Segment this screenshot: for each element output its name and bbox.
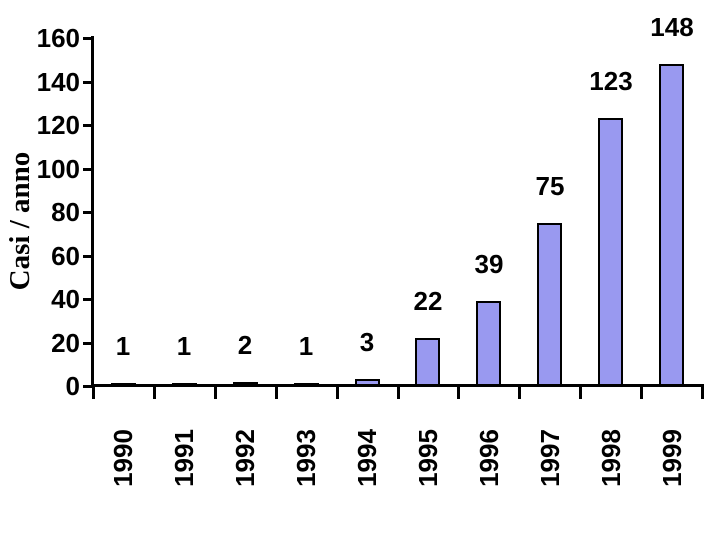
x-category-label: 1998 xyxy=(596,429,626,487)
bar-value-label: 1 xyxy=(176,331,192,361)
bar-value-label: 1 xyxy=(298,331,314,361)
x-category-label: 1997 xyxy=(535,429,565,487)
bar xyxy=(476,301,501,386)
y-axis-line xyxy=(91,36,94,386)
bar-value-label: 22 xyxy=(413,286,443,316)
y-tick xyxy=(83,255,93,258)
bar xyxy=(172,383,197,387)
y-tick xyxy=(83,124,93,127)
bar xyxy=(294,383,319,387)
bar xyxy=(233,382,258,386)
bar xyxy=(598,118,623,386)
x-category-label: 1994 xyxy=(352,429,382,487)
bar-value-label: 2 xyxy=(237,330,253,360)
bar xyxy=(415,338,440,386)
x-axis-line xyxy=(91,384,704,387)
bar xyxy=(537,223,562,386)
y-tick xyxy=(83,37,93,40)
y-tick xyxy=(83,211,93,214)
y-tick xyxy=(83,168,93,171)
x-tick xyxy=(153,386,156,399)
x-category-label: 1991 xyxy=(169,429,199,487)
x-tick xyxy=(579,386,582,399)
bar xyxy=(355,379,380,386)
bar-value-label: 148 xyxy=(650,12,694,42)
y-tick-label: 120 xyxy=(36,110,80,140)
x-category-label: 1995 xyxy=(413,429,443,487)
bar-value-label: 123 xyxy=(589,66,633,96)
y-tick-label: 80 xyxy=(51,197,80,227)
x-tick xyxy=(457,386,460,399)
y-tick xyxy=(83,385,93,388)
x-tick xyxy=(640,386,643,399)
x-category-label: 1996 xyxy=(474,429,504,487)
x-category-label: 1992 xyxy=(230,429,260,487)
x-category-label: 1990 xyxy=(108,429,138,487)
y-tick-label: 140 xyxy=(36,67,80,97)
bar xyxy=(659,64,684,386)
y-tick xyxy=(83,342,93,345)
x-tick xyxy=(701,386,704,399)
bar-value-label: 39 xyxy=(474,249,504,279)
bar xyxy=(111,383,136,387)
y-tick-label: 100 xyxy=(36,154,80,184)
x-tick xyxy=(275,386,278,399)
bar-value-label: 75 xyxy=(535,171,565,201)
x-tick xyxy=(397,386,400,399)
x-tick xyxy=(336,386,339,399)
y-tick-label: 160 xyxy=(36,23,80,53)
bar-value-label: 1 xyxy=(115,331,131,361)
y-tick-label: 60 xyxy=(51,241,80,271)
y-tick xyxy=(83,298,93,301)
x-category-label: 1993 xyxy=(291,429,321,487)
x-tick xyxy=(214,386,217,399)
y-tick xyxy=(83,81,93,84)
y-tick-label: 40 xyxy=(51,284,80,314)
y-tick-label: 20 xyxy=(51,328,80,358)
x-tick xyxy=(92,386,95,399)
x-tick xyxy=(518,386,521,399)
y-tick-label: 0 xyxy=(65,371,80,401)
x-category-label: 1999 xyxy=(657,429,687,487)
bar-value-label: 3 xyxy=(359,327,375,357)
